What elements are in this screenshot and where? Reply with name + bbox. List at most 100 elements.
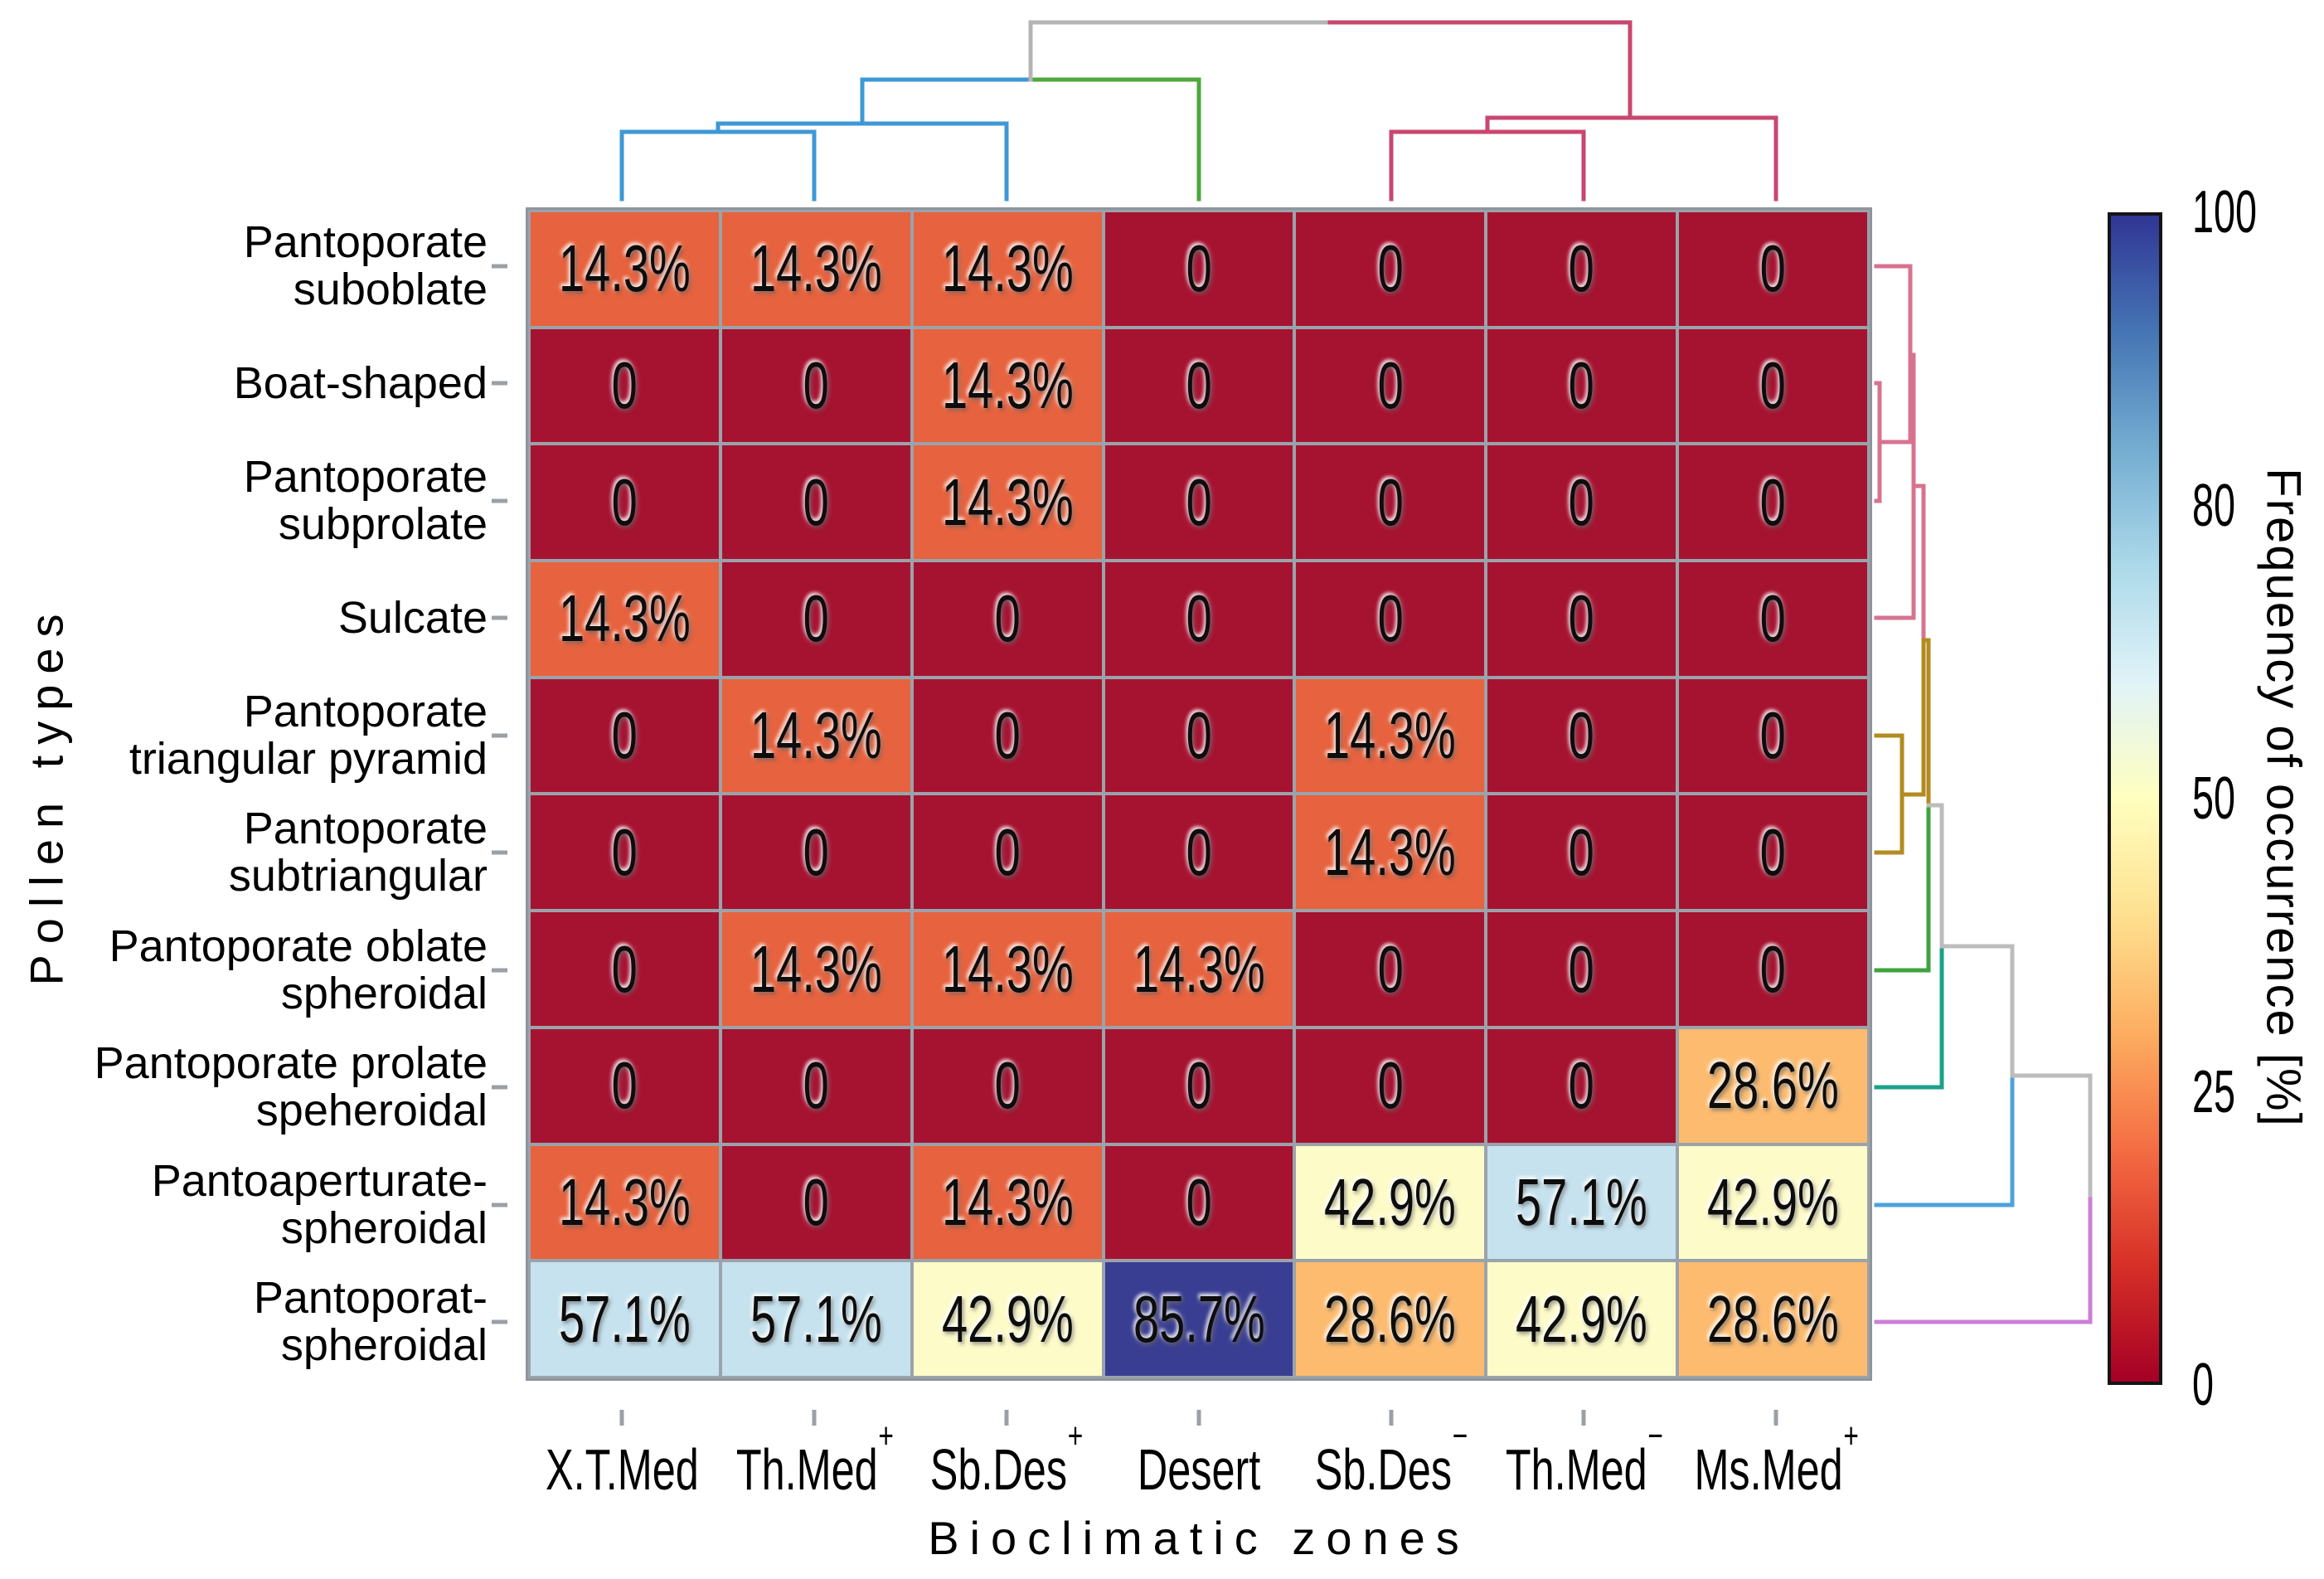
heatmap-cell-value: 28.6% bbox=[1707, 1281, 1839, 1356]
heatmap-cell: 0 bbox=[1104, 212, 1293, 326]
heatmap-cell: 0 bbox=[1296, 212, 1485, 326]
heatmap-cell: 14.3% bbox=[531, 212, 719, 326]
heatmap-cell-value: 0 bbox=[803, 814, 829, 889]
heatmap-cell-value: 14.3% bbox=[750, 931, 882, 1006]
row-label: Pantoporat-spheroidal bbox=[253, 1273, 488, 1371]
heatmap-cell-value: 0 bbox=[1377, 231, 1404, 306]
heatmap-cell: 0 bbox=[1487, 1028, 1676, 1143]
column-label: Ms.Med+ bbox=[1694, 1415, 1859, 1502]
heatmap-cell-value: 14.3% bbox=[941, 348, 1074, 423]
heatmap-cell-value: 0 bbox=[1377, 464, 1404, 539]
heatmap-cell: 57.1% bbox=[531, 1262, 719, 1376]
heatmap-cell-value: 0 bbox=[1759, 698, 1787, 773]
heatmap-cell: 0 bbox=[721, 1145, 910, 1260]
column-label: Desert bbox=[1137, 1437, 1261, 1502]
heatmap-cell: 14.3% bbox=[1296, 678, 1485, 793]
heatmap-cell: 42.9% bbox=[1679, 1145, 1867, 1260]
heatmap-cell-value: 0 bbox=[994, 814, 1021, 889]
heatmap-cell-value: 42.9% bbox=[1324, 1164, 1457, 1239]
heatmap-cell: 0 bbox=[1679, 445, 1867, 560]
heatmap-cell: 0 bbox=[1679, 912, 1867, 1026]
heatmap-cell-value: 0 bbox=[1569, 1048, 1595, 1123]
heatmap-cell: 14.3% bbox=[721, 912, 910, 1026]
heatmap-cell: 85.7% bbox=[1104, 1262, 1293, 1376]
heatmap-cell: 14.3% bbox=[913, 912, 1102, 1026]
heatmap-cell: 42.9% bbox=[1487, 1262, 1676, 1376]
heatmap-cell: 0 bbox=[1487, 328, 1676, 443]
column-label: Sb.Des+ bbox=[930, 1415, 1084, 1502]
heatmap-cell-value: 57.1% bbox=[1516, 1164, 1648, 1239]
heatmap-cell: 28.6% bbox=[1679, 1262, 1867, 1376]
column-label: Th.Med+ bbox=[735, 1415, 894, 1502]
heatmap-cell: 14.3% bbox=[913, 445, 1102, 560]
heatmap-cell: 0 bbox=[531, 912, 719, 1026]
heatmap-cell: 0 bbox=[531, 445, 719, 560]
heatmap-cell: 0 bbox=[1104, 795, 1293, 910]
colorbar-tick-label: 25 bbox=[2192, 1058, 2236, 1125]
heatmap-cell-value: 0 bbox=[1759, 464, 1787, 539]
heatmap-cell-value: 0 bbox=[1759, 581, 1787, 656]
row-label: Pantoporate subprolate bbox=[243, 451, 488, 549]
heatmap-cell-value: 0 bbox=[994, 698, 1021, 773]
heatmap-cell: 42.9% bbox=[1296, 1145, 1485, 1260]
colorbar-gradient bbox=[2108, 212, 2162, 1385]
heatmap-cell-value: 0 bbox=[1377, 931, 1404, 1006]
row-label: Pantoporate prolate speheroidal bbox=[94, 1038, 488, 1136]
heatmap-grid: 14.3% 14.3% 14.3% 0 0 0 0 0 0 14.3% 0 0 0 0 0 0 14.3% 0 0 0… bbox=[526, 207, 1872, 1381]
heatmap-cell: 0 bbox=[721, 795, 910, 910]
heatmap-cell: 57.1% bbox=[721, 1262, 910, 1376]
heatmap-cell: 0 bbox=[531, 795, 719, 910]
heatmap-cell: 0 bbox=[1679, 795, 1867, 910]
heatmap-cell-value: 42.9% bbox=[1707, 1164, 1839, 1239]
heatmap-cell-value: 0 bbox=[1186, 1048, 1212, 1123]
heatmap-cell-value: 0 bbox=[1569, 698, 1595, 773]
heatmap-cell-value: 14.3% bbox=[941, 931, 1074, 1006]
colorbar-tick-label: 50 bbox=[2192, 765, 2236, 832]
heatmap-cell-value: 0 bbox=[1569, 464, 1595, 539]
heatmap-cell: 14.3% bbox=[913, 328, 1102, 443]
heatmap-cell: 0 bbox=[1296, 445, 1485, 560]
heatmap-cell: 0 bbox=[721, 1028, 910, 1143]
heatmap-cell-value: 0 bbox=[1186, 814, 1212, 889]
heatmap-cell: 0 bbox=[1487, 795, 1676, 910]
heatmap-cell-value: 42.9% bbox=[941, 1281, 1074, 1356]
heatmap-cell: 0 bbox=[1679, 562, 1867, 676]
heatmap-cell-value: 0 bbox=[1569, 348, 1595, 423]
row-dendrogram bbox=[1874, 264, 2093, 1324]
column-dendrogram bbox=[619, 20, 1778, 202]
heatmap-cell: 0 bbox=[1679, 212, 1867, 326]
heatmap-cell-value: 28.6% bbox=[1324, 1281, 1457, 1356]
heatmap-cell: 0 bbox=[531, 1028, 719, 1143]
heatmap-cell-value: 85.7% bbox=[1133, 1281, 1265, 1356]
colorbar-tick-label: 80 bbox=[2192, 472, 2236, 539]
heatmap-cell: 0 bbox=[721, 562, 910, 676]
heatmap-cell: 14.3% bbox=[913, 1145, 1102, 1260]
row-label: Boat-shaped bbox=[233, 357, 488, 408]
heatmap-cell-value: 0 bbox=[803, 1048, 829, 1123]
row-label: Pantoporate oblate spheroidal bbox=[109, 921, 488, 1018]
heatmap-cell-value: 0 bbox=[1569, 814, 1595, 889]
heatmap-cell: 0 bbox=[1296, 328, 1485, 443]
heatmap-cell-value: 0 bbox=[1186, 348, 1212, 423]
row-label: Pantoporate subtriangular bbox=[228, 804, 488, 901]
heatmap-cell-value: 14.3% bbox=[750, 698, 882, 773]
heatmap-cell: 0 bbox=[913, 678, 1102, 793]
heatmap-cell: 14.3% bbox=[913, 212, 1102, 326]
heatmap-cell: 0 bbox=[1104, 445, 1293, 560]
heatmap-cell: 0 bbox=[531, 678, 719, 793]
heatmap-cell: 14.3% bbox=[531, 1145, 719, 1260]
heatmap-cell: 14.3% bbox=[1104, 912, 1293, 1026]
heatmap-cell-value: 0 bbox=[1569, 581, 1595, 656]
heatmap-cell: 14.3% bbox=[721, 212, 910, 326]
heatmap-cell-value: 0 bbox=[994, 1048, 1021, 1123]
heatmap-cell-value: 0 bbox=[1186, 1164, 1212, 1239]
column-label: Sb.Des− bbox=[1315, 1415, 1468, 1502]
heatmap-cell-value: 0 bbox=[611, 1048, 638, 1123]
heatmap-cell-value: 14.3% bbox=[941, 464, 1074, 539]
heatmap-cell-value: 0 bbox=[994, 581, 1021, 656]
heatmap-cell-value: 0 bbox=[1569, 931, 1595, 1006]
heatmap-cell: 28.6% bbox=[1679, 1028, 1867, 1143]
heatmap-cell-value: 14.3% bbox=[1324, 698, 1457, 773]
heatmap-cell-value: 0 bbox=[611, 698, 638, 773]
